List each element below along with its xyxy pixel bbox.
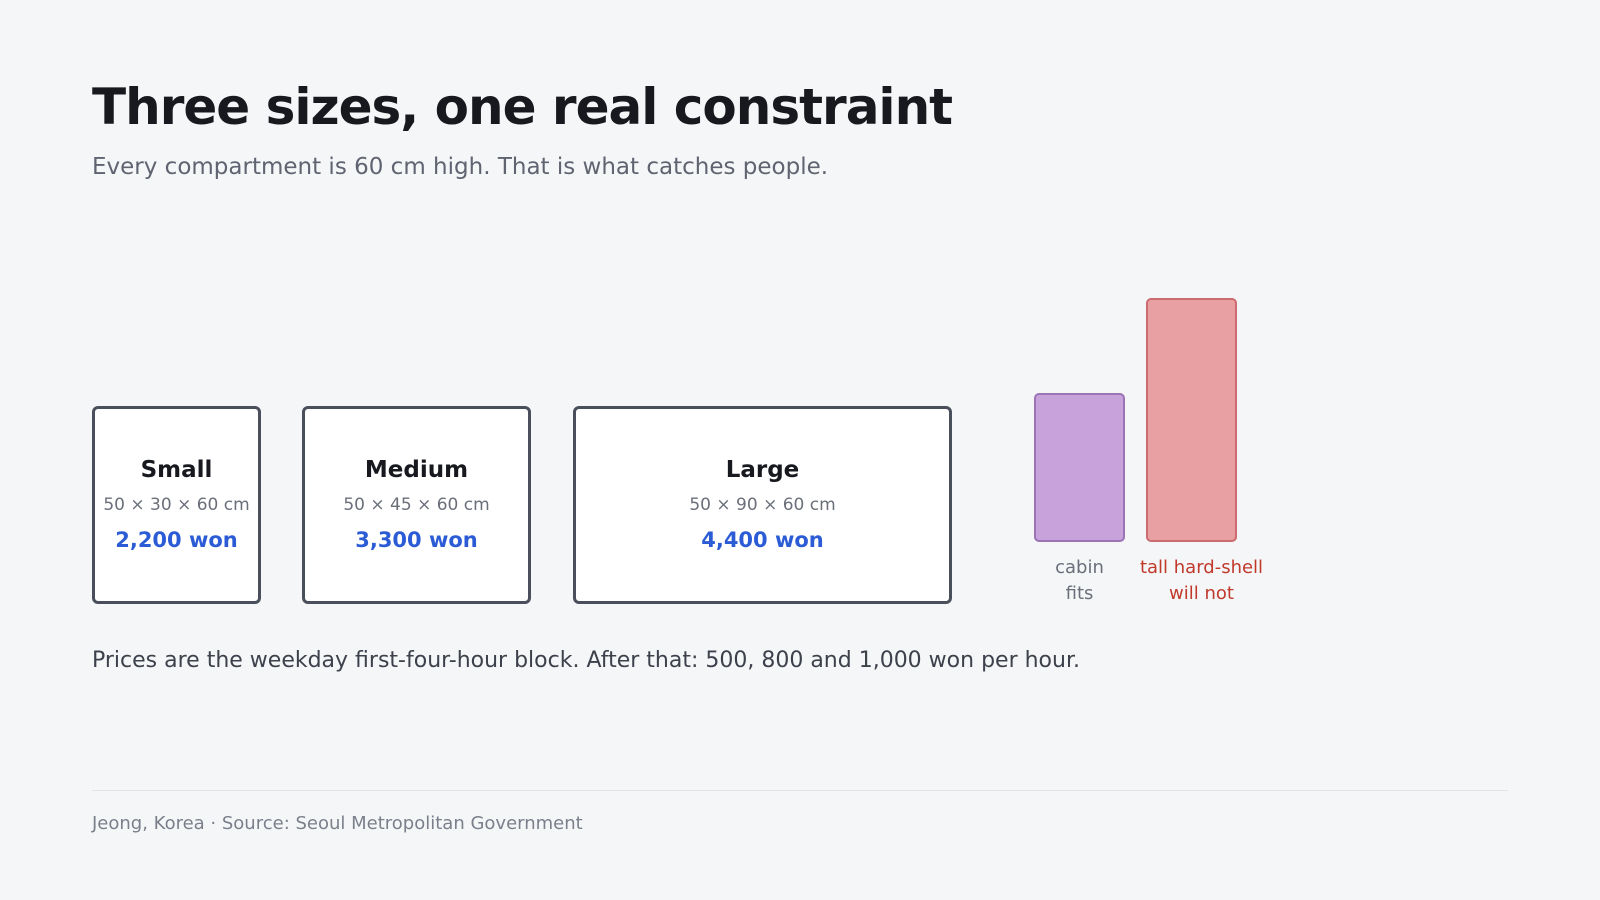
- page-subtitle: Every compartment is 60 cm high. That is…: [92, 154, 829, 180]
- locker-name: Large: [725, 456, 800, 483]
- tall-bag-label-line2: will not: [1169, 583, 1234, 604]
- locker-price: 2,200 won: [115, 527, 238, 552]
- source-footer: Jeong, Korea · Source: Seoul Metropolita…: [92, 813, 583, 834]
- locker-dimensions: 50 × 90 × 60 cm: [689, 494, 836, 515]
- page-title: Three sizes, one real constraint: [92, 78, 953, 136]
- locker-price: 4,400 won: [701, 527, 824, 552]
- locker-medium: Medium 50 × 45 × 60 cm 3,300 won: [302, 406, 531, 604]
- locker-name: Medium: [364, 456, 469, 483]
- tall-bag-label: tall hard-shell will not: [1126, 555, 1277, 607]
- locker-small: Small 50 × 30 × 60 cm 2,200 won: [92, 406, 261, 604]
- tall-bag-label-line1: tall hard-shell: [1139, 557, 1264, 578]
- locker-dimensions: 50 × 45 × 60 cm: [343, 494, 490, 515]
- locker-dimensions: 50 × 30 × 60 cm: [103, 494, 250, 515]
- locker-name: Small: [140, 456, 213, 483]
- cabin-bag-label: cabin fits: [1034, 555, 1125, 607]
- footer-divider: [92, 790, 1508, 791]
- tall-hard-shell-bag-shape: [1146, 298, 1237, 542]
- cabin-bag-label-line2: fits: [1065, 583, 1094, 604]
- cabin-bag-label-line1: cabin: [1055, 557, 1104, 578]
- locker-large: Large 50 × 90 × 60 cm 4,400 won: [573, 406, 952, 604]
- pricing-note: Prices are the weekday first-four-hour b…: [92, 648, 1080, 673]
- locker-price: 3,300 won: [355, 527, 478, 552]
- cabin-bag-shape: [1034, 393, 1125, 542]
